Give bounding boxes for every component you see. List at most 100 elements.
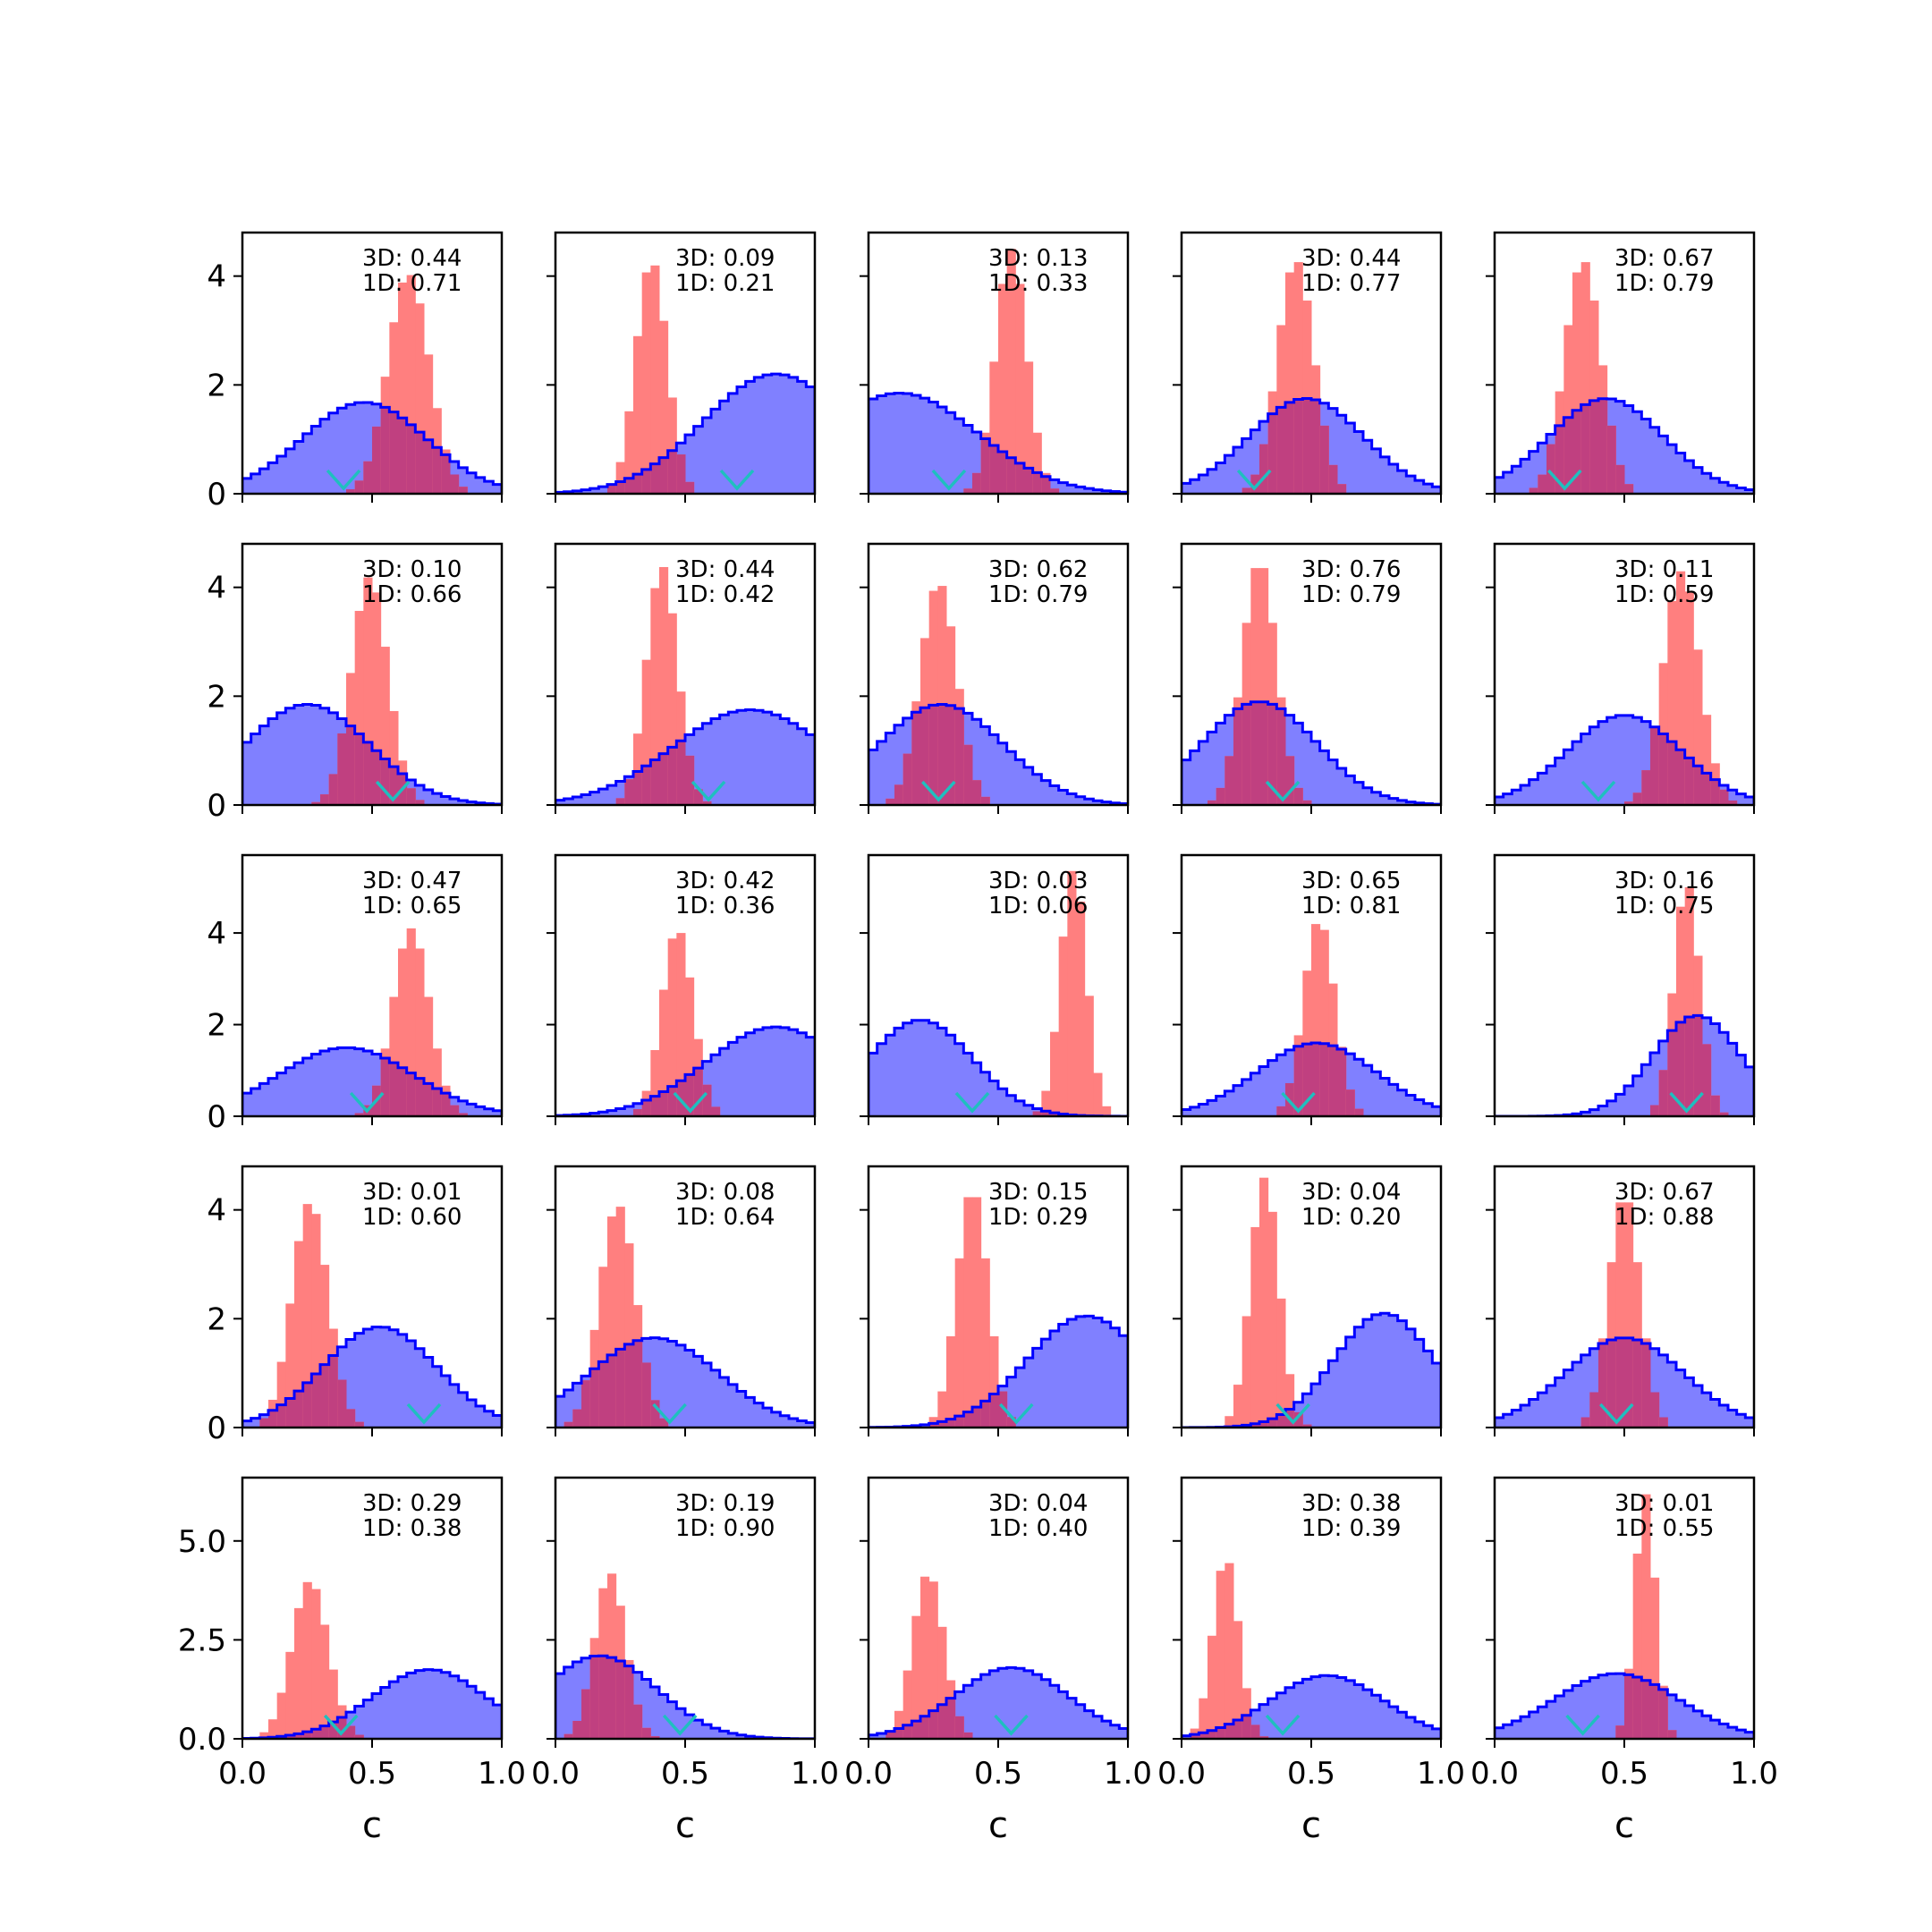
overlap-bar <box>1199 1733 1208 1739</box>
broad-bar <box>1632 411 1642 494</box>
narrow-bar <box>398 948 408 1116</box>
y-tick-label: 4 <box>207 571 226 606</box>
estimate-marker <box>1236 469 1272 491</box>
broad-bar <box>869 750 878 805</box>
broad-bar <box>1693 467 1703 494</box>
overlap-bar <box>633 474 643 494</box>
overlap-bar <box>928 705 938 805</box>
broad-step-line <box>1495 1672 1754 1739</box>
overlap-bar <box>1667 1730 1677 1739</box>
broad-bar <box>886 733 895 805</box>
annotation-1d: 1D: 0.71 <box>362 270 462 297</box>
overlap-bar <box>1224 756 1234 805</box>
broad-bar <box>424 790 434 805</box>
plot-area <box>1182 924 1441 1116</box>
narrow-bar <box>268 1719 278 1739</box>
overlap-bar <box>1216 787 1225 805</box>
overlap-bar <box>989 1394 999 1428</box>
overlap-bar <box>1302 398 1312 494</box>
overlap-bar <box>1580 1417 1590 1428</box>
narrow-bar <box>894 1710 904 1739</box>
overlap-bar <box>1650 726 1660 805</box>
overlap-bar <box>902 1724 912 1739</box>
broad-bar <box>754 377 764 494</box>
broad-bar <box>928 1022 938 1116</box>
overlap-bar <box>1337 1048 1347 1116</box>
narrow-bar <box>1302 301 1312 494</box>
overlap-bar <box>1728 800 1738 805</box>
broad-bar <box>1084 1316 1094 1428</box>
broad-bar <box>1354 1684 1364 1739</box>
y-tick-label: 0 <box>207 477 226 513</box>
annotation-3d: 3D: 0.09 <box>675 245 775 272</box>
broad-bar <box>398 1334 408 1428</box>
overlap-bar <box>458 487 468 494</box>
narrow-bar <box>1041 1090 1051 1116</box>
broad-bar <box>728 1384 738 1428</box>
overlap-bar <box>685 481 695 494</box>
narrow-bar <box>659 989 669 1116</box>
broad-bar <box>337 1047 347 1116</box>
broad-bar <box>789 1418 799 1428</box>
broad-bar <box>877 1733 886 1739</box>
broad-bar <box>1745 797 1754 805</box>
narrow-bar <box>972 1197 982 1428</box>
overlap-bar <box>1632 1676 1642 1739</box>
annotation-3d: 3D: 0.67 <box>1614 1179 1714 1206</box>
overlap-bar <box>354 1734 364 1739</box>
broad-bar <box>754 710 764 805</box>
narrow-bar <box>1250 568 1260 805</box>
overlap-bar <box>1632 1339 1642 1428</box>
x-tick-label: 0.5 <box>1600 1756 1648 1792</box>
overlap-bar <box>346 1725 356 1739</box>
broad-bar <box>1667 1361 1677 1428</box>
broad-bar <box>754 1030 764 1116</box>
overlap-bar <box>1319 425 1329 494</box>
overlap-bar <box>380 1057 390 1116</box>
annotation-1d: 1D: 0.06 <box>988 893 1088 919</box>
narrow-bar <box>259 1732 269 1739</box>
x-tick-label: 0.5 <box>661 1756 709 1792</box>
narrow-bar <box>1285 272 1295 494</box>
overlap-bar <box>424 439 434 494</box>
broad-bar <box>1058 482 1068 494</box>
narrow-bar <box>1285 1374 1295 1428</box>
broad-bar <box>1632 717 1642 805</box>
overlap-bar <box>1598 398 1608 494</box>
plot-area <box>242 928 502 1116</box>
overlap-bar <box>1241 487 1251 494</box>
broad-bar <box>1728 485 1738 494</box>
broad-bar <box>1076 1316 1086 1428</box>
narrow-bar <box>1199 1698 1208 1739</box>
overlap-bar <box>354 480 364 494</box>
broad-bar <box>268 1078 278 1116</box>
broad-bar <box>346 404 356 494</box>
overlap-bar <box>1719 1112 1729 1116</box>
broad-bar <box>1495 797 1504 805</box>
annotation-1d: 1D: 0.21 <box>675 270 775 297</box>
estimate-marker <box>998 1402 1034 1425</box>
overlap-bar <box>998 452 1008 494</box>
overlap-bar <box>1208 800 1217 805</box>
x-tick-label: 1.0 <box>1104 1756 1152 1792</box>
x-tick-label: 1.0 <box>791 1756 839 1792</box>
broad-bar <box>389 1682 399 1739</box>
broad-bar <box>589 488 599 494</box>
broad-bar <box>989 734 999 805</box>
y-tick-label: 2 <box>207 679 226 715</box>
broad-bar <box>1397 1712 1407 1739</box>
overlap-bar <box>389 767 399 805</box>
broad-bar <box>1624 1086 1634 1116</box>
broad-bar <box>780 1415 790 1428</box>
overlap-bar <box>380 407 390 494</box>
broad-bar <box>1745 1732 1754 1739</box>
annotation-1d: 1D: 0.33 <box>988 270 1088 297</box>
overlap-bar <box>1259 1421 1269 1428</box>
broad-bar <box>972 1063 982 1116</box>
narrow-bar <box>415 948 425 1116</box>
overlap-bar <box>615 481 625 494</box>
broad-bar <box>1397 1320 1407 1428</box>
broad-bar <box>337 408 347 494</box>
broad-bar <box>1710 478 1720 494</box>
